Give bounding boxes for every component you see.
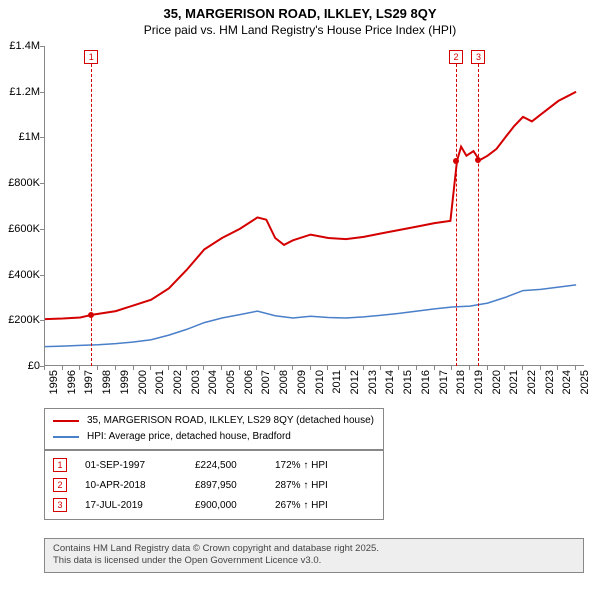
x-tick-label: 2007 [260, 370, 272, 394]
legend-row: 35, MARGERISON ROAD, ILKLEY, LS29 8QY (d… [53, 413, 375, 429]
marker-line [91, 64, 92, 366]
x-tick-label: 2017 [438, 370, 450, 394]
x-tick-label: 2012 [349, 370, 361, 394]
series-line [45, 285, 576, 347]
plot-area [44, 46, 584, 366]
x-tick-label: 2015 [402, 370, 414, 394]
x-tick-label: 1996 [66, 370, 78, 394]
marker-line [478, 64, 479, 366]
chart-container: 35, MARGERISON ROAD, ILKLEY, LS29 8QY Pr… [0, 0, 600, 590]
legend-label: HPI: Average price, detached house, Brad… [87, 429, 291, 445]
sale-price: £224,500 [195, 460, 275, 471]
sales-table: 1 01-SEP-1997£224,500172% ↑ HPI 2 10-APR-20… [44, 450, 384, 520]
x-tick-label: 1995 [48, 370, 60, 394]
x-tick-label: 2002 [172, 370, 184, 394]
title-address: 35, MARGERISON ROAD, ILKLEY, LS29 8QY [0, 6, 600, 23]
sale-row: 2 10-APR-2018£897,950287% ↑ HPI [53, 475, 375, 495]
x-tick-label: 2005 [225, 370, 237, 394]
sale-row: 1 01-SEP-1997£224,500172% ↑ HPI [53, 455, 375, 475]
sale-marker: 2 [53, 478, 67, 492]
marker-label: 2 [449, 50, 463, 64]
x-tick-label: 2008 [278, 370, 290, 394]
x-tick-label: 2021 [508, 370, 520, 394]
sale-date: 17-JUL-2019 [85, 500, 195, 511]
y-tick-label: £600K [0, 223, 40, 235]
line-plot-svg [45, 46, 585, 366]
x-tick-label: 2022 [526, 370, 538, 394]
x-tick-label: 2000 [137, 370, 149, 394]
x-tick-label: 2023 [544, 370, 556, 394]
sale-date: 01-SEP-1997 [85, 460, 195, 471]
sale-marker: 3 [53, 498, 67, 512]
x-tick-label: 1997 [83, 370, 95, 394]
x-tick-label: 2020 [491, 370, 503, 394]
legend-row: HPI: Average price, detached house, Brad… [53, 429, 375, 445]
sale-price: £900,000 [195, 500, 275, 511]
y-tick-label: £200K [0, 314, 40, 326]
sale-hpi: 267% ↑ HPI [275, 500, 365, 511]
x-tick-label: 2009 [296, 370, 308, 394]
marker-label: 3 [471, 50, 485, 64]
x-tick-label: 2018 [455, 370, 467, 394]
title-block: 35, MARGERISON ROAD, ILKLEY, LS29 8QY Pr… [0, 0, 600, 38]
y-tick-label: £400K [0, 269, 40, 281]
x-tick-label: 2016 [420, 370, 432, 394]
footer-note: Contains HM Land Registry data © Crown c… [44, 538, 584, 573]
sale-price: £897,950 [195, 480, 275, 491]
sale-row: 3 17-JUL-2019£900,000267% ↑ HPI [53, 495, 375, 515]
legend-box: 35, MARGERISON ROAD, ILKLEY, LS29 8QY (d… [44, 408, 384, 450]
marker-line [456, 64, 457, 366]
y-tick-label: £0 [0, 360, 40, 372]
footer-line2: This data is licensed under the Open Gov… [53, 555, 575, 567]
x-tick-label: 2011 [331, 370, 343, 394]
legend-swatch [53, 436, 79, 438]
x-tick-label: 2014 [384, 370, 396, 394]
y-tick-label: £1.2M [0, 86, 40, 98]
y-tick-label: £1M [0, 131, 40, 143]
x-tick-label: 2004 [207, 370, 219, 394]
x-tick-label: 2025 [579, 370, 591, 394]
x-tick-label: 1998 [101, 370, 113, 394]
y-tick-label: £1.4M [0, 40, 40, 52]
legend-swatch [53, 420, 79, 422]
x-tick-label: 2024 [561, 370, 573, 394]
x-tick-label: 2013 [367, 370, 379, 394]
y-tick-label: £800K [0, 177, 40, 189]
sale-marker: 1 [53, 458, 67, 472]
legend-label: 35, MARGERISON ROAD, ILKLEY, LS29 8QY (d… [87, 413, 374, 429]
sale-hpi: 172% ↑ HPI [275, 460, 365, 471]
title-subtitle: Price paid vs. HM Land Registry's House … [0, 23, 600, 39]
x-tick-label: 2006 [243, 370, 255, 394]
x-tick-label: 2003 [190, 370, 202, 394]
x-tick-label: 2019 [473, 370, 485, 394]
x-tick-label: 2001 [154, 370, 166, 394]
marker-label: 1 [84, 50, 98, 64]
sale-hpi: 287% ↑ HPI [275, 480, 365, 491]
series-line [45, 92, 576, 319]
x-tick-label: 1999 [119, 370, 131, 394]
footer-line1: Contains HM Land Registry data © Crown c… [53, 543, 575, 555]
sale-date: 10-APR-2018 [85, 480, 195, 491]
x-tick-label: 2010 [314, 370, 326, 394]
